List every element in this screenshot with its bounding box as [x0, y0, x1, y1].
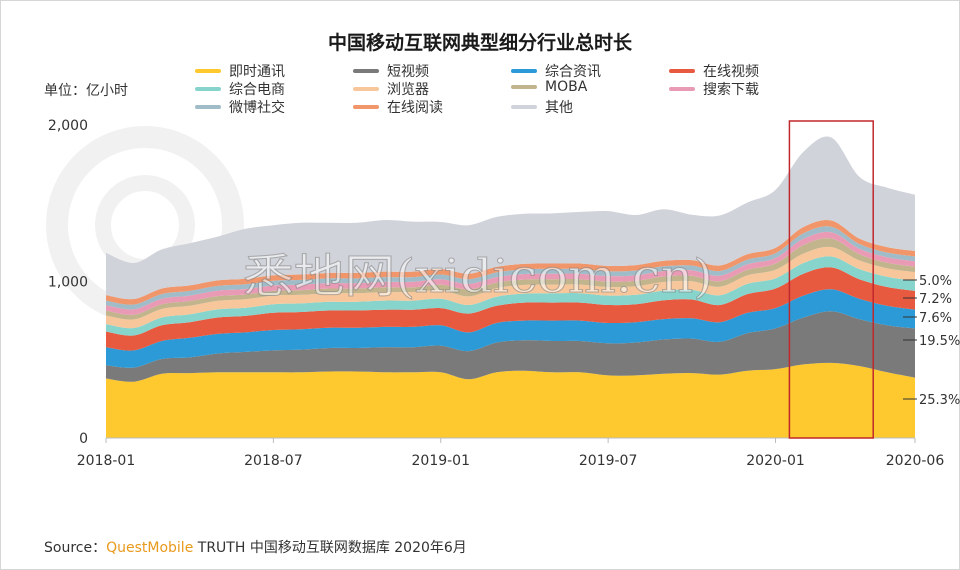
legend-label: 在线阅读 [387, 100, 443, 116]
x-tick-label: 2020-01 [746, 453, 805, 469]
legend-item: 搜索下载 [669, 79, 759, 99]
legend-swatch [195, 87, 221, 91]
legend-item: 在线阅读 [353, 97, 443, 117]
legend-item: 在线视频 [669, 61, 759, 81]
legend-item: 浏览器 [353, 79, 429, 99]
legend-label: 综合资讯 [545, 64, 601, 80]
legend-item: 综合电商 [195, 79, 285, 99]
legend-item: 微博社交 [195, 97, 285, 117]
y-tick-label: 0 [79, 431, 88, 447]
source-prefix: Source： [44, 540, 107, 556]
legend-label: 综合电商 [229, 82, 285, 98]
legend-label: 其他 [545, 100, 573, 116]
legend-label: 微博社交 [229, 100, 285, 116]
legend-item: 短视频 [353, 61, 429, 81]
legend-label: 在线视频 [703, 64, 759, 80]
y-tick-label: 2,000 [48, 118, 88, 134]
x-tick-label: 2020-06 [886, 453, 945, 469]
unit-label: 单位：亿小时 [44, 83, 128, 99]
legend-label: 短视频 [387, 64, 429, 80]
legend-swatch [353, 69, 379, 73]
x-tick-label: 2019-07 [579, 453, 638, 469]
legend-swatch [669, 87, 695, 91]
legend-swatch [511, 69, 537, 73]
legend-swatch [511, 85, 537, 89]
legend-label: 搜索下载 [703, 82, 759, 98]
area-series-4 [106, 267, 915, 351]
legend-item: 综合资讯 [511, 61, 601, 81]
legend-swatch [511, 105, 537, 109]
share-annotation: 5.0% [919, 274, 952, 289]
area-series-2 [106, 311, 915, 382]
x-tick-label: 2018-01 [77, 453, 136, 469]
x-tick-label: 2018-07 [244, 453, 303, 469]
share-annotation: 25.3% [919, 393, 960, 408]
share-annotation: 7.6% [919, 311, 952, 326]
legend-item: MOBA [511, 79, 587, 95]
legend-label: MOBA [545, 79, 588, 95]
legend-item: 其他 [511, 97, 573, 117]
watermark-text: 悉地网(xidicom.cn) [243, 249, 713, 303]
chart-title: 中国移动互联网典型细分行业总时长 [327, 32, 632, 54]
legend-swatch [353, 105, 379, 109]
legend-swatch [195, 105, 221, 109]
share-annotation: 19.5% [919, 334, 960, 349]
source-text: TRUTH 中国移动互联网数据库 2020年6月 [193, 540, 467, 556]
legend-item: 即时通讯 [195, 61, 285, 81]
legend-swatch [195, 69, 221, 73]
legend-swatch [353, 87, 379, 91]
area-series-5 [106, 256, 915, 336]
source-note: Source：QuestMobile TRUTH 中国移动互联网数据库 2020… [44, 537, 467, 557]
area-series-7 [106, 238, 915, 320]
x-tick-label: 2019-01 [412, 453, 471, 469]
area-series-11 [106, 136, 915, 300]
highlight-box [788, 120, 874, 439]
legend-label: 浏览器 [387, 82, 429, 98]
share-annotation: 7.2% [919, 292, 952, 307]
area-series-6 [106, 246, 915, 329]
area-series-1 [106, 362, 915, 438]
area-series-3 [106, 289, 915, 368]
source-brand: QuestMobile [106, 540, 194, 556]
legend-label: 即时通讯 [229, 64, 285, 80]
y-tick-label: 1,000 [48, 275, 88, 291]
legend-swatch [669, 69, 695, 73]
